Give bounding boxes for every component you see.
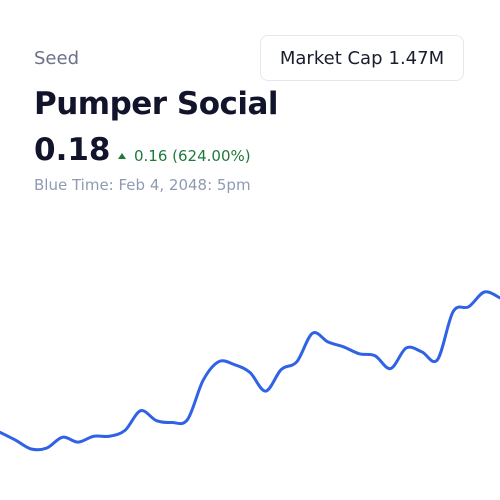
- price: 0.18: [34, 132, 111, 168]
- market-cap-label: Market Cap: [279, 47, 383, 69]
- price-line: [0, 290, 500, 452]
- market-cap-button[interactable]: Market Cap 1.47M: [260, 35, 464, 81]
- market-cap-value: 1.47M: [388, 47, 445, 69]
- token-title: Pumper Social: [34, 86, 279, 122]
- price-change: 0.16 (624.00%): [118, 147, 251, 165]
- change-text: 0.16 (624.00%): [134, 147, 251, 165]
- category: Seed: [34, 48, 79, 69]
- up-arrow: [118, 153, 126, 159]
- timestamp: Blue Time: Feb 4, 2048: 5pm: [34, 176, 251, 194]
